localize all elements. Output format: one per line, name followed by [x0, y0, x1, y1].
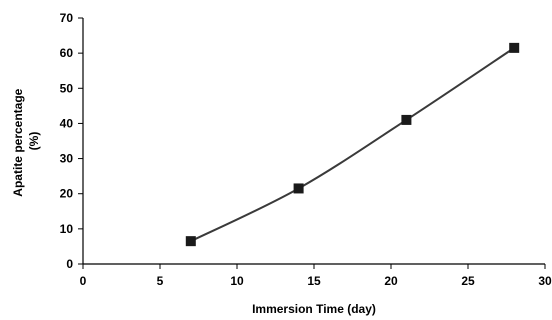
y-tick-label: 70 [60, 11, 74, 25]
x-tick-label: 25 [461, 274, 475, 288]
x-tick-label: 30 [538, 274, 552, 288]
y-tick-label: 60 [60, 46, 74, 60]
y-tick-label: 40 [60, 116, 74, 130]
y-axis-title-line-1: Apatite percentage [11, 88, 25, 196]
y-axis-title: Apatite percentage (%) [11, 85, 41, 196]
y-tick-label: 50 [60, 81, 74, 95]
axes [82, 18, 545, 265]
y-tick-label: 10 [60, 222, 74, 236]
y-tick-label: 0 [66, 257, 73, 271]
series-layer [185, 42, 520, 247]
x-tick-label: 15 [307, 274, 321, 288]
data-point-marker [185, 236, 196, 247]
x-tick-label: 20 [384, 274, 398, 288]
y-axis-title-line-2: (%) [27, 132, 41, 151]
data-point-marker [401, 114, 412, 125]
x-tick-label: 5 [157, 274, 164, 288]
ticks: 0 10 20 30 40 50 60 70 0 5 10 15 20 25 30 [60, 11, 552, 288]
data-point-marker [293, 183, 304, 194]
x-tick-label: 10 [230, 274, 244, 288]
y-tick-label: 30 [60, 152, 74, 166]
data-point-marker [509, 42, 520, 53]
series-line [190, 47, 515, 243]
x-axis-title: Immersion Time (day) [252, 302, 376, 316]
x-tick-label: 0 [80, 274, 87, 288]
y-tick-label: 20 [60, 187, 74, 201]
